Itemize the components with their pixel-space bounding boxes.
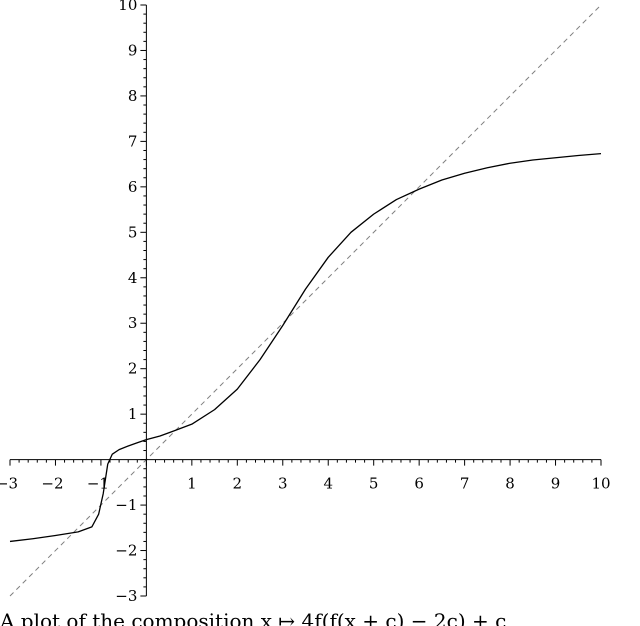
y-tick-label: −1 <box>115 496 137 514</box>
y-tick-label: 9 <box>128 41 138 59</box>
y-tick-label: 2 <box>128 360 138 378</box>
x-tick-label: 5 <box>369 475 379 493</box>
y-tick-label: 1 <box>128 405 138 423</box>
x-tick-label: 6 <box>414 475 424 493</box>
x-tick-label: −1 <box>87 475 109 493</box>
y-tick-label: 4 <box>128 269 138 287</box>
figure-caption: A plot of the composition x ↦ 4f(f(x + c… <box>0 609 507 626</box>
axes <box>10 5 601 596</box>
x-tick-label: −2 <box>41 475 63 493</box>
x-tick-label: 8 <box>505 475 515 493</box>
y-tick-label: −2 <box>115 542 137 560</box>
x-tick-label: 2 <box>233 475 243 493</box>
x-tick-label: 1 <box>187 475 197 493</box>
y-tick-label: −3 <box>115 587 137 604</box>
y-tick-label: 10 <box>118 0 137 14</box>
x-tick-label: 9 <box>551 475 561 493</box>
x-axis-ticks: −3 −2 −1 1 2 3 4 5 6 7 8 9 10 <box>0 459 611 493</box>
x-tick-label: −3 <box>0 475 18 493</box>
composition-curve-series <box>9 153 602 543</box>
identity-dashed-line <box>9 4 602 597</box>
y-axis-ticks: −3 −2 −1 1 2 3 4 5 6 7 8 9 10 <box>115 0 147 604</box>
identity-line-series <box>9 4 602 597</box>
x-tick-label: 3 <box>278 475 288 493</box>
y-tick-label: 3 <box>128 314 138 332</box>
y-tick-label: 5 <box>128 223 138 241</box>
y-tick-label: 8 <box>128 87 138 105</box>
x-tick-label: 7 <box>460 475 470 493</box>
x-tick-label: 4 <box>323 475 333 493</box>
y-tick-label: 6 <box>128 178 138 196</box>
composition-curve-line <box>9 153 602 543</box>
y-tick-label: 7 <box>128 132 138 150</box>
composition-plot: −3 −2 −1 1 2 3 4 5 6 7 8 9 10 −3 −2 −1 1 2 3 4 5 6 7 8 9 10 <box>0 0 611 604</box>
x-tick-label: 10 <box>591 475 610 493</box>
